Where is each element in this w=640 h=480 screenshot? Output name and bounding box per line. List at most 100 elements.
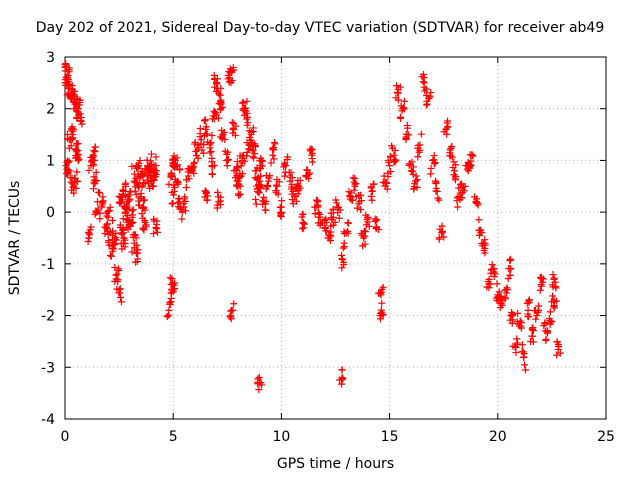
data-point bbox=[481, 236, 489, 244]
y-tick-label: 3 bbox=[46, 50, 55, 66]
data-point bbox=[169, 159, 177, 167]
data-point bbox=[193, 151, 201, 159]
data-point bbox=[237, 162, 245, 170]
data-point bbox=[185, 175, 193, 183]
data-point bbox=[146, 184, 154, 192]
x-tick-label: 25 bbox=[597, 429, 615, 445]
data-point bbox=[213, 201, 221, 209]
y-tick-label: 1 bbox=[46, 153, 55, 169]
data-point bbox=[423, 101, 431, 109]
data-point bbox=[122, 192, 130, 200]
data-point bbox=[234, 182, 242, 190]
data-point bbox=[170, 281, 178, 289]
data-point bbox=[537, 275, 545, 283]
data-point bbox=[535, 302, 543, 310]
data-point bbox=[427, 89, 435, 97]
data-point bbox=[210, 162, 218, 170]
data-point bbox=[218, 126, 226, 134]
data-point bbox=[507, 256, 515, 264]
data-point bbox=[208, 115, 216, 123]
data-point bbox=[90, 173, 98, 181]
data-point bbox=[491, 270, 499, 278]
data-point bbox=[408, 158, 416, 166]
data-point bbox=[153, 167, 161, 175]
data-point bbox=[129, 218, 137, 226]
data-point bbox=[370, 180, 378, 188]
data-point bbox=[483, 283, 491, 291]
data-point bbox=[303, 166, 311, 174]
data-point bbox=[376, 289, 384, 297]
data-point bbox=[200, 149, 208, 157]
data-point bbox=[390, 158, 398, 166]
data-point bbox=[351, 174, 359, 182]
data-point bbox=[122, 179, 130, 187]
data-point bbox=[396, 83, 404, 91]
data-point bbox=[289, 187, 297, 195]
data-point bbox=[133, 246, 141, 254]
data-point bbox=[392, 94, 400, 102]
data-point bbox=[105, 237, 113, 245]
data-point bbox=[73, 139, 81, 147]
data-point bbox=[398, 107, 406, 115]
data-point bbox=[91, 156, 99, 164]
data-point bbox=[154, 228, 162, 236]
x-tick-label: 15 bbox=[381, 429, 399, 445]
data-point bbox=[240, 111, 248, 119]
data-point bbox=[340, 258, 348, 266]
data-point bbox=[276, 209, 284, 217]
data-point bbox=[65, 157, 73, 165]
data-point bbox=[213, 75, 221, 83]
data-point bbox=[556, 349, 564, 357]
data-point bbox=[96, 189, 104, 197]
data-point bbox=[469, 152, 477, 160]
data-point bbox=[120, 234, 128, 242]
data-point bbox=[411, 180, 419, 188]
data-point bbox=[94, 205, 102, 213]
data-point bbox=[192, 148, 200, 156]
y-tick-label: 2 bbox=[46, 102, 55, 118]
data-point bbox=[150, 215, 158, 223]
data-point bbox=[550, 274, 558, 282]
data-point bbox=[252, 195, 260, 203]
data-point bbox=[379, 311, 387, 319]
data-point bbox=[414, 153, 422, 161]
data-point bbox=[281, 159, 289, 167]
data-point bbox=[272, 187, 280, 195]
data-point bbox=[99, 199, 107, 207]
data-point bbox=[332, 199, 340, 207]
data-point bbox=[444, 123, 452, 131]
data-point bbox=[386, 162, 394, 170]
data-point bbox=[217, 96, 225, 104]
data-point bbox=[344, 227, 352, 235]
data-point bbox=[78, 120, 86, 128]
data-point bbox=[357, 206, 365, 214]
data-point bbox=[69, 90, 77, 98]
data-point bbox=[518, 341, 526, 349]
data-point bbox=[122, 209, 130, 217]
data-point bbox=[532, 315, 540, 323]
data-point bbox=[319, 219, 327, 227]
data-point bbox=[294, 190, 302, 198]
data-point bbox=[132, 191, 140, 199]
data-point bbox=[129, 206, 137, 214]
data-point bbox=[475, 216, 483, 224]
data-point bbox=[228, 77, 236, 85]
data-point bbox=[271, 140, 279, 148]
data-point bbox=[89, 185, 97, 193]
data-point bbox=[196, 125, 204, 133]
data-point bbox=[201, 187, 209, 195]
data-point bbox=[191, 140, 199, 148]
data-point bbox=[501, 295, 509, 303]
data-point bbox=[368, 187, 376, 195]
data-point bbox=[402, 135, 410, 143]
data-point bbox=[524, 312, 532, 320]
data-point bbox=[450, 171, 458, 179]
data-point bbox=[336, 206, 344, 214]
data-point bbox=[254, 375, 262, 383]
data-point bbox=[139, 214, 147, 222]
data-point bbox=[115, 289, 123, 297]
data-point bbox=[165, 311, 173, 319]
data-point bbox=[148, 160, 156, 168]
data-point bbox=[497, 292, 505, 300]
data-point bbox=[371, 217, 379, 225]
